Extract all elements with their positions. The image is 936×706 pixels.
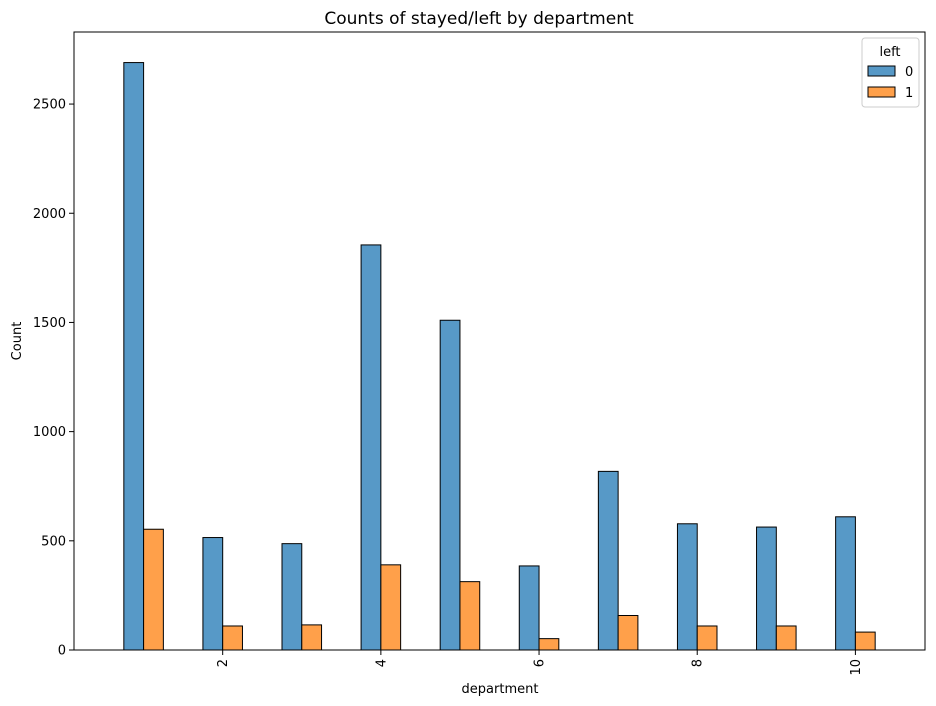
bar-left-0-dept-8 bbox=[676, 523, 698, 651]
bar-left-0-dept-1 bbox=[123, 62, 145, 651]
bar-left-1-dept-6 bbox=[538, 638, 560, 651]
bar-left-0-dept-9 bbox=[756, 526, 777, 651]
x-tick-label: 6 bbox=[533, 659, 548, 667]
bar-left-0-dept-10 bbox=[835, 516, 856, 651]
legend-label-1: 1 bbox=[905, 86, 913, 101]
bar-left-0-dept-6 bbox=[518, 565, 540, 651]
bar-left-0-dept-5 bbox=[439, 319, 461, 651]
bar-left-1-dept-8 bbox=[696, 625, 718, 651]
x-tick-label: 2 bbox=[216, 659, 231, 667]
legend-title: left bbox=[879, 45, 900, 60]
bar-left-0-dept-2 bbox=[202, 537, 224, 651]
legend-swatch-0 bbox=[867, 65, 896, 77]
y-axis: 0 500 1000 1500 2000 2500 bbox=[33, 98, 74, 659]
bar-left-0-dept-4 bbox=[360, 244, 382, 651]
bar-left-1-dept-1 bbox=[143, 528, 164, 651]
bars-layer bbox=[123, 62, 876, 651]
bar-left-1-dept-7 bbox=[617, 615, 639, 651]
x-tick-label: 8 bbox=[691, 659, 706, 667]
y-tick-label: 0 bbox=[58, 644, 66, 659]
legend: left 0 1 bbox=[861, 37, 920, 108]
bar-left-1-dept-3 bbox=[301, 624, 323, 651]
legend-swatch-1 bbox=[867, 86, 896, 98]
bar-left-1-dept-9 bbox=[775, 625, 797, 651]
y-axis-label: Count bbox=[10, 322, 25, 361]
bar-left-1-dept-4 bbox=[380, 564, 402, 651]
y-tick-label: 1000 bbox=[33, 425, 66, 440]
y-tick-label: 500 bbox=[41, 534, 66, 549]
bar-left-1-dept-2 bbox=[222, 625, 243, 651]
x-tick-label: 4 bbox=[374, 659, 389, 667]
bar-left-0-dept-7 bbox=[597, 470, 619, 651]
x-axis: 2 4 6 8 10 bbox=[216, 650, 864, 676]
bar-left-1-dept-5 bbox=[459, 581, 481, 651]
y-tick-label: 2500 bbox=[33, 98, 66, 113]
x-tick-label: 10 bbox=[849, 659, 864, 676]
legend-label-0: 0 bbox=[905, 65, 913, 80]
plot-frame bbox=[73, 31, 926, 651]
y-tick-label: 2000 bbox=[33, 207, 66, 222]
x-axis-label: department bbox=[462, 682, 539, 697]
bar-left-1-dept-10 bbox=[854, 631, 876, 651]
y-tick-label: 1500 bbox=[33, 316, 66, 331]
bar-left-0-dept-3 bbox=[281, 543, 303, 651]
chart-title: Counts of stayed/left by department bbox=[324, 9, 634, 29]
